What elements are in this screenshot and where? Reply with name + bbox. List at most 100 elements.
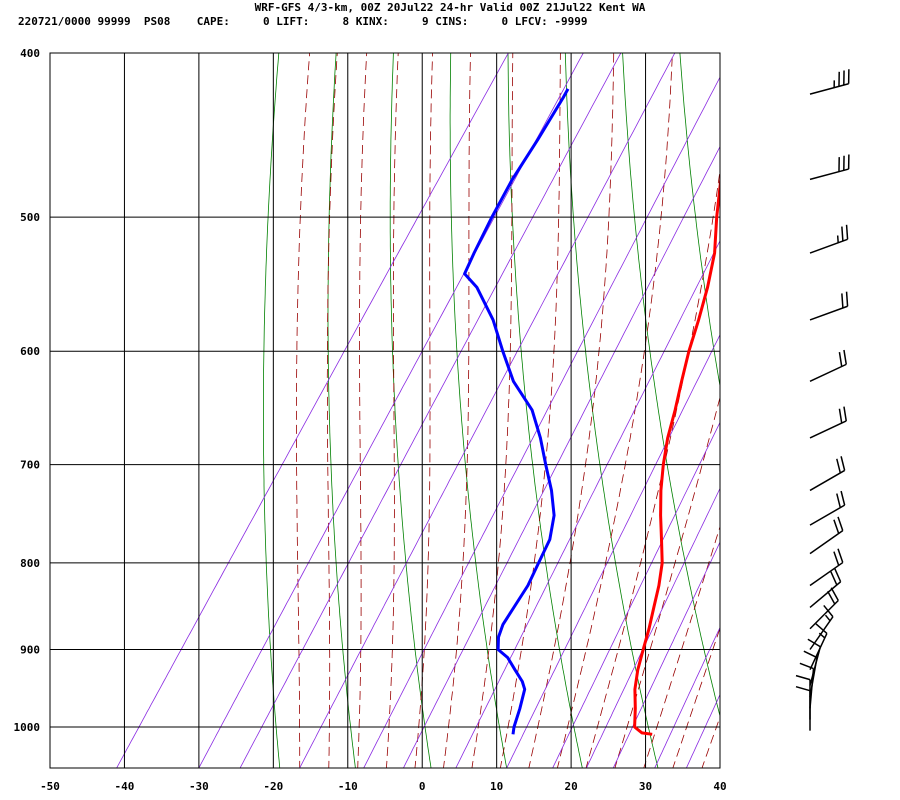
barb-half	[824, 614, 831, 622]
barb-flag	[841, 293, 844, 309]
x-tick-label: -20	[263, 780, 283, 793]
barb-flag	[833, 551, 840, 566]
barb-flag	[799, 662, 814, 670]
wind-barb	[795, 674, 811, 720]
axes: -50 -40 -30 -20 -10 0 10 20 30 40 400 500 600 700 800 9…	[14, 47, 727, 793]
moist-adiabat	[701, 715, 720, 768]
barb-flag	[843, 406, 847, 422]
x-tick-label: 30	[639, 780, 652, 793]
x-tick-label: 0	[419, 780, 426, 793]
moist-adiabat	[471, 53, 514, 768]
barb-flag	[795, 674, 811, 681]
barb-shaft	[809, 504, 846, 526]
y-tick-label: 800	[20, 557, 40, 570]
barb-shaft	[809, 530, 844, 555]
moist-adiabat	[414, 53, 433, 768]
mixing-ratio-line	[455, 239, 720, 768]
wind-barb	[809, 548, 844, 587]
barb-half	[836, 235, 839, 243]
barb-shaft	[809, 616, 834, 650]
barb-shaft	[809, 469, 846, 492]
barb-shaft	[809, 305, 848, 321]
profiles	[463, 88, 720, 736]
barb-flag	[836, 493, 842, 508]
mixing-ratio-line	[585, 487, 720, 768]
barb-flag	[830, 587, 839, 601]
moist-adiabat	[585, 168, 720, 768]
wind-barb	[809, 349, 847, 382]
dry-adiabat	[790, 15, 900, 770]
mixing-ratio-line	[299, 53, 676, 768]
dry-adiabat	[564, 53, 659, 768]
mixing-ratio-line	[116, 53, 509, 768]
barb-flag	[815, 623, 828, 634]
wind-barb	[809, 456, 846, 492]
chart-title-line: WRF-GFS 4/3-km, 00Z 20Jul22 24-hr Valid …	[254, 1, 646, 14]
barb-flag	[823, 604, 834, 618]
moist-adiabat	[556, 53, 673, 768]
mixing-ratio-line	[552, 421, 720, 768]
barb-flag	[830, 571, 838, 586]
moist-adiabat	[386, 53, 399, 768]
wind-barb	[809, 224, 849, 254]
dry-adiabat	[679, 53, 720, 389]
dry-adiabat	[327, 53, 356, 768]
barb-flag	[803, 650, 818, 659]
grid	[49, 52, 721, 768]
y-tick-label: 500	[20, 211, 40, 224]
x-tick-label: -40	[115, 780, 135, 793]
barb-flag	[834, 568, 842, 583]
x-tick-label: 20	[564, 780, 577, 793]
dewpoint-profile	[463, 88, 570, 735]
barb-shaft	[809, 168, 849, 181]
wind-barb	[809, 587, 839, 630]
barb-flag	[840, 456, 846, 471]
wind-barbs	[795, 69, 850, 731]
barb-flag	[843, 349, 847, 365]
moist-adiabat	[672, 626, 720, 768]
wind-barb	[809, 568, 842, 609]
barb-flag	[837, 548, 844, 563]
barb-shaft	[809, 83, 849, 95]
barb-flag	[837, 516, 844, 531]
wind-barb	[809, 516, 844, 555]
barb-shaft	[809, 363, 847, 382]
wind-barb	[809, 291, 849, 321]
barb-shaft	[809, 581, 842, 609]
barb-flag	[845, 291, 849, 307]
x-tick-label: -50	[40, 780, 60, 793]
barb-flag	[845, 224, 849, 240]
barb-flag	[833, 519, 840, 534]
y-tick-label: 900	[20, 643, 40, 656]
dry-adiabat	[734, 15, 886, 770]
moist-adiabat	[760, 15, 900, 770]
barb-half	[818, 632, 826, 639]
barb-flag	[838, 351, 843, 367]
barb-flag	[841, 226, 844, 242]
dry-adiabat	[622, 53, 720, 718]
barb-shaft	[809, 238, 848, 254]
x-tick-label: 10	[490, 780, 503, 793]
barb-flag	[840, 490, 846, 506]
mixing-ratio-line	[363, 76, 720, 768]
barb-flag	[836, 458, 842, 474]
plot-frame	[49, 52, 721, 769]
mixing-ratio-line	[654, 626, 720, 768]
moist-adiabat	[296, 53, 311, 768]
wind-barb	[809, 69, 850, 95]
x-tick-label: -10	[338, 780, 358, 793]
mixing-ratio-line	[198, 53, 584, 768]
station-indices-line: 220721/0000 99999 PS08 CAPE: 0 LIFT: 8 K…	[18, 15, 588, 28]
moist-adiabat	[357, 53, 368, 768]
wind-barb	[809, 154, 850, 181]
wind-barb	[795, 685, 811, 731]
x-tick-label: 40	[713, 780, 726, 793]
temperature-profile	[633, 170, 720, 736]
moist-adiabat	[499, 53, 561, 768]
dry-adiabat	[389, 53, 432, 768]
barb-shaft	[809, 561, 844, 587]
x-tick-label: -30	[189, 780, 209, 793]
mixing-ratio-line	[612, 541, 720, 768]
mixing-ratio-line	[239, 53, 622, 768]
